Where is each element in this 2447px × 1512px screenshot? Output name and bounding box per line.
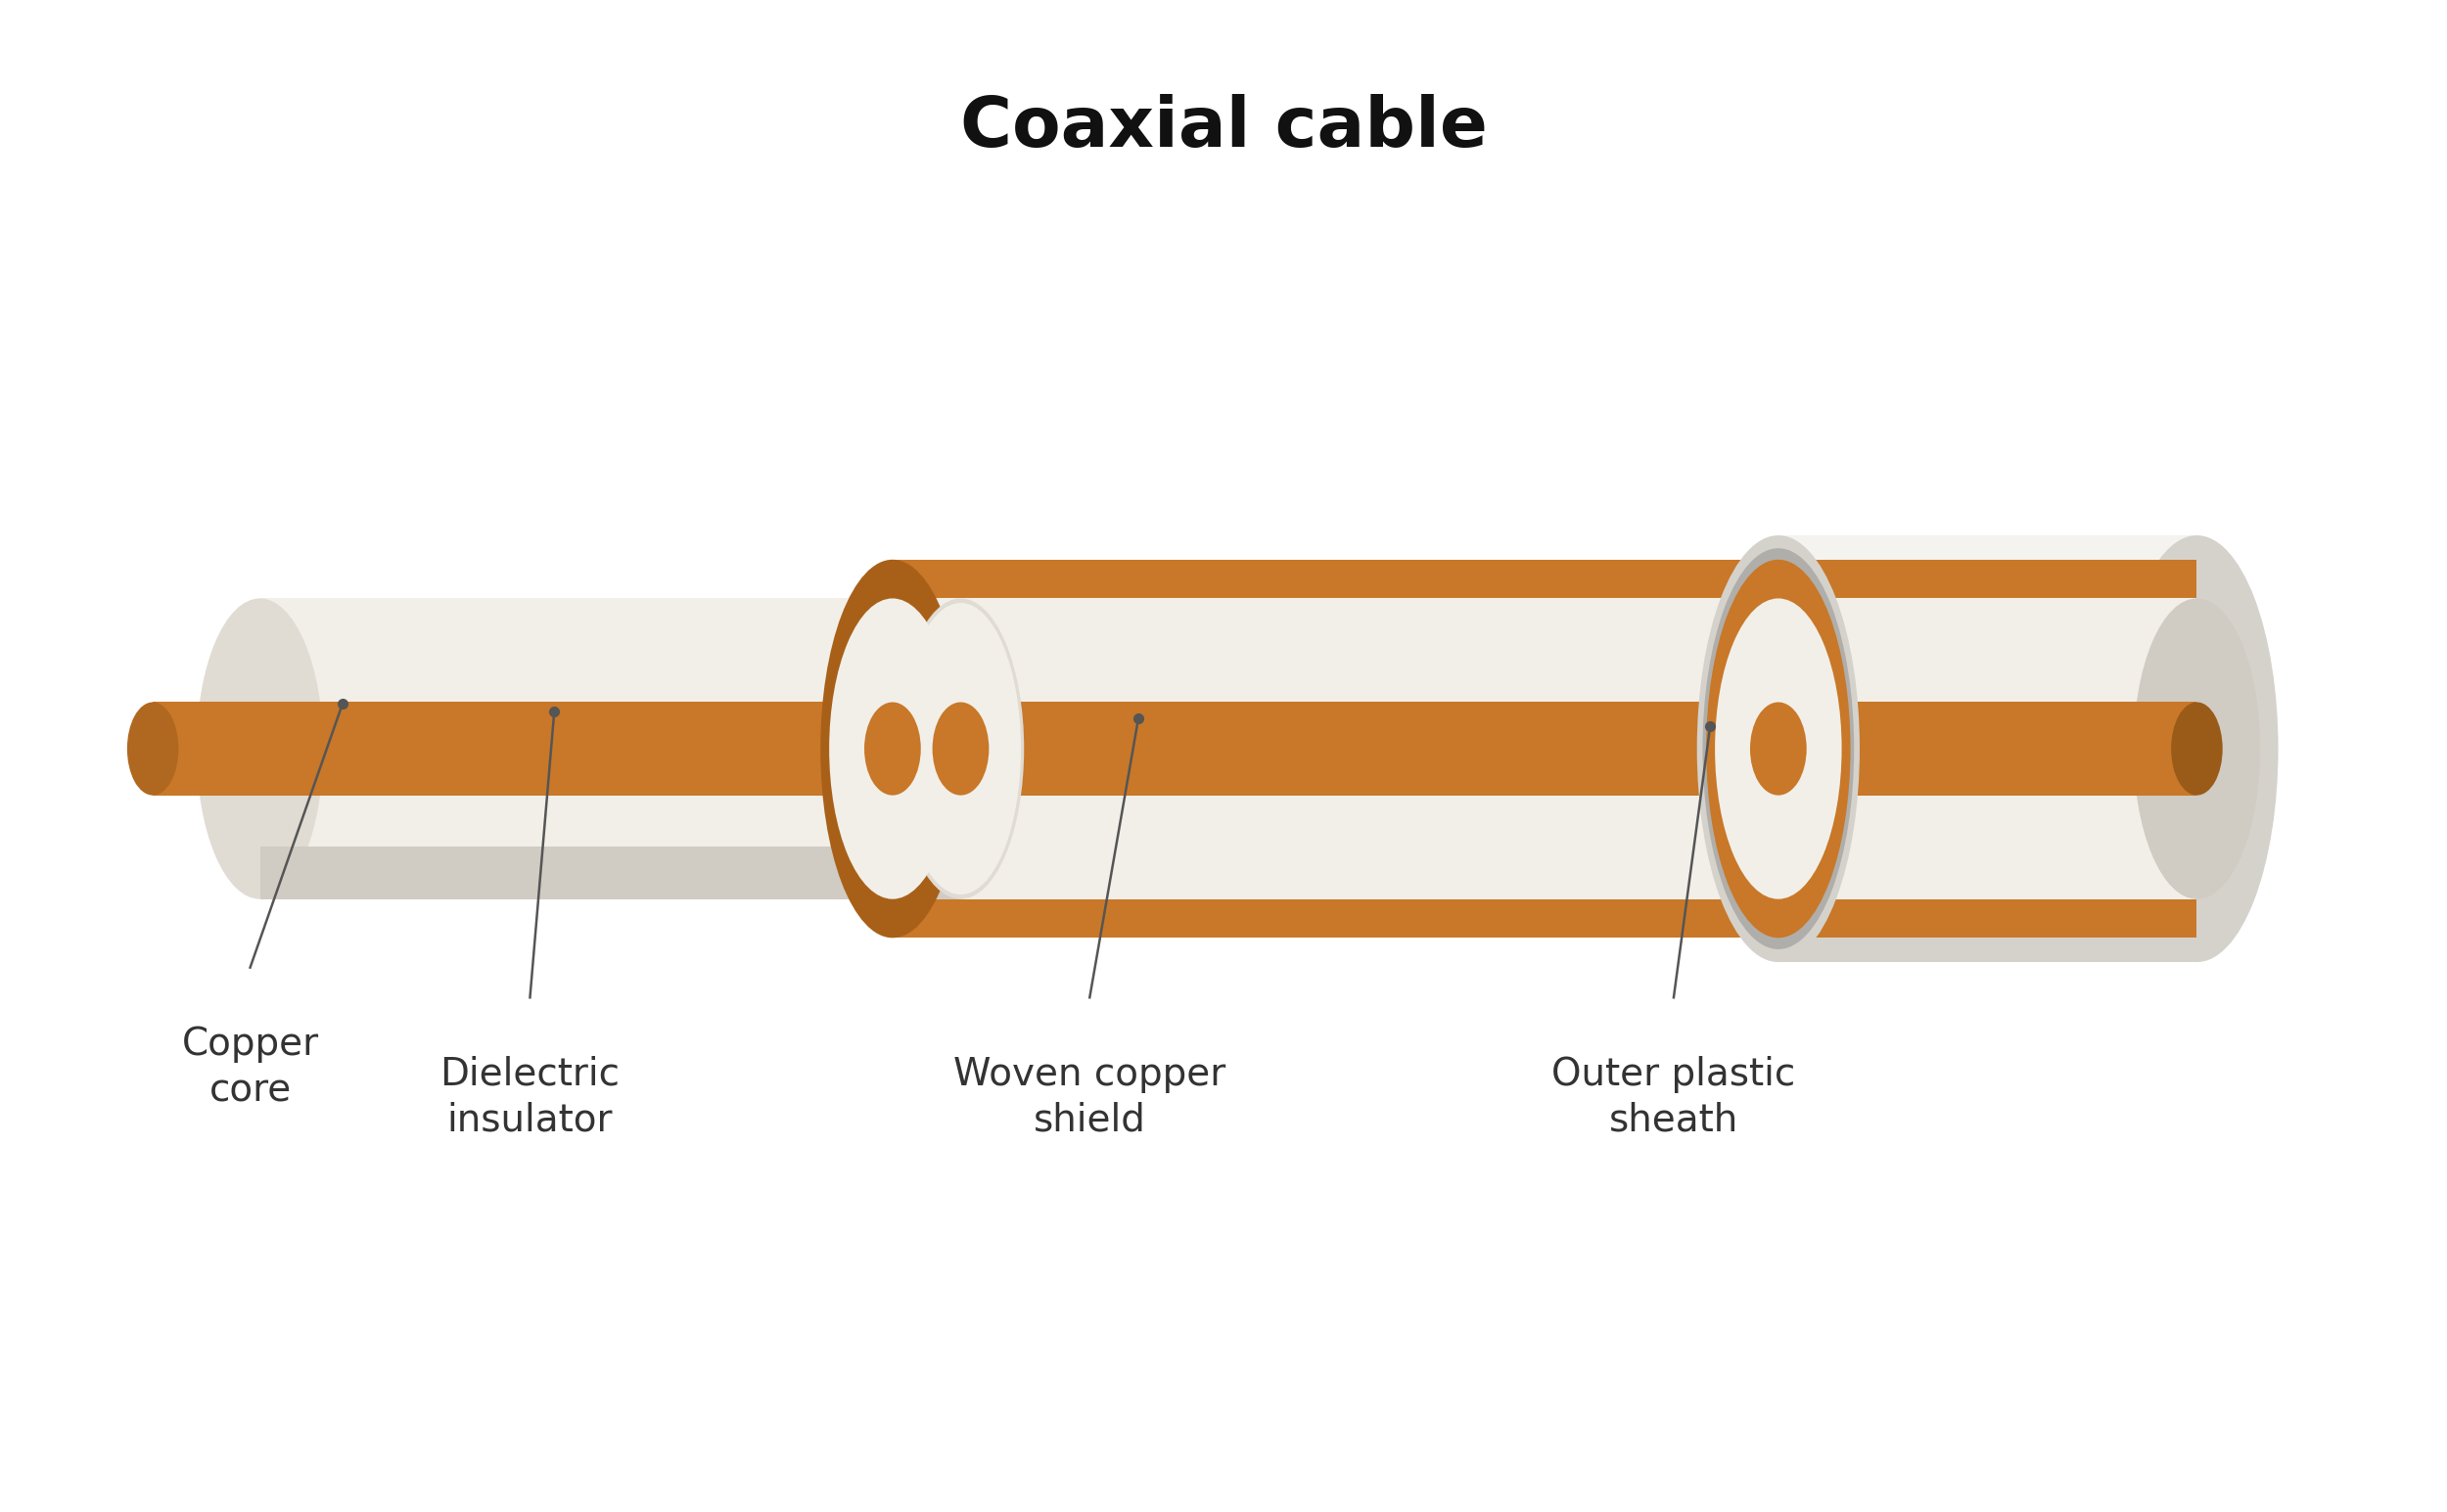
Polygon shape xyxy=(1779,535,2197,632)
Ellipse shape xyxy=(830,599,957,900)
Polygon shape xyxy=(893,559,2197,937)
Ellipse shape xyxy=(1706,559,1850,937)
Polygon shape xyxy=(152,702,2197,795)
Ellipse shape xyxy=(196,599,323,900)
Ellipse shape xyxy=(1703,549,1855,950)
Ellipse shape xyxy=(820,559,964,937)
Polygon shape xyxy=(259,599,962,900)
Ellipse shape xyxy=(2170,702,2222,795)
Ellipse shape xyxy=(898,599,1023,900)
Text: Woven copper
shield: Woven copper shield xyxy=(954,1055,1226,1139)
Text: Coaxial cable: Coaxial cable xyxy=(959,94,1488,162)
Text: Copper
core: Copper core xyxy=(181,1025,318,1108)
Ellipse shape xyxy=(900,603,1020,895)
Polygon shape xyxy=(259,847,962,900)
Polygon shape xyxy=(962,599,2197,900)
Ellipse shape xyxy=(2134,599,2261,900)
Polygon shape xyxy=(1779,888,2197,962)
Ellipse shape xyxy=(1715,599,1843,900)
Ellipse shape xyxy=(1696,535,1860,962)
Ellipse shape xyxy=(864,702,920,795)
Ellipse shape xyxy=(1750,702,1806,795)
Polygon shape xyxy=(1779,535,2197,962)
Ellipse shape xyxy=(127,702,179,795)
Text: Dielectric
insulator: Dielectric insulator xyxy=(440,1055,619,1139)
Text: Outer plastic
sheath: Outer plastic sheath xyxy=(1551,1055,1796,1139)
Ellipse shape xyxy=(932,702,989,795)
Ellipse shape xyxy=(2117,535,2278,962)
